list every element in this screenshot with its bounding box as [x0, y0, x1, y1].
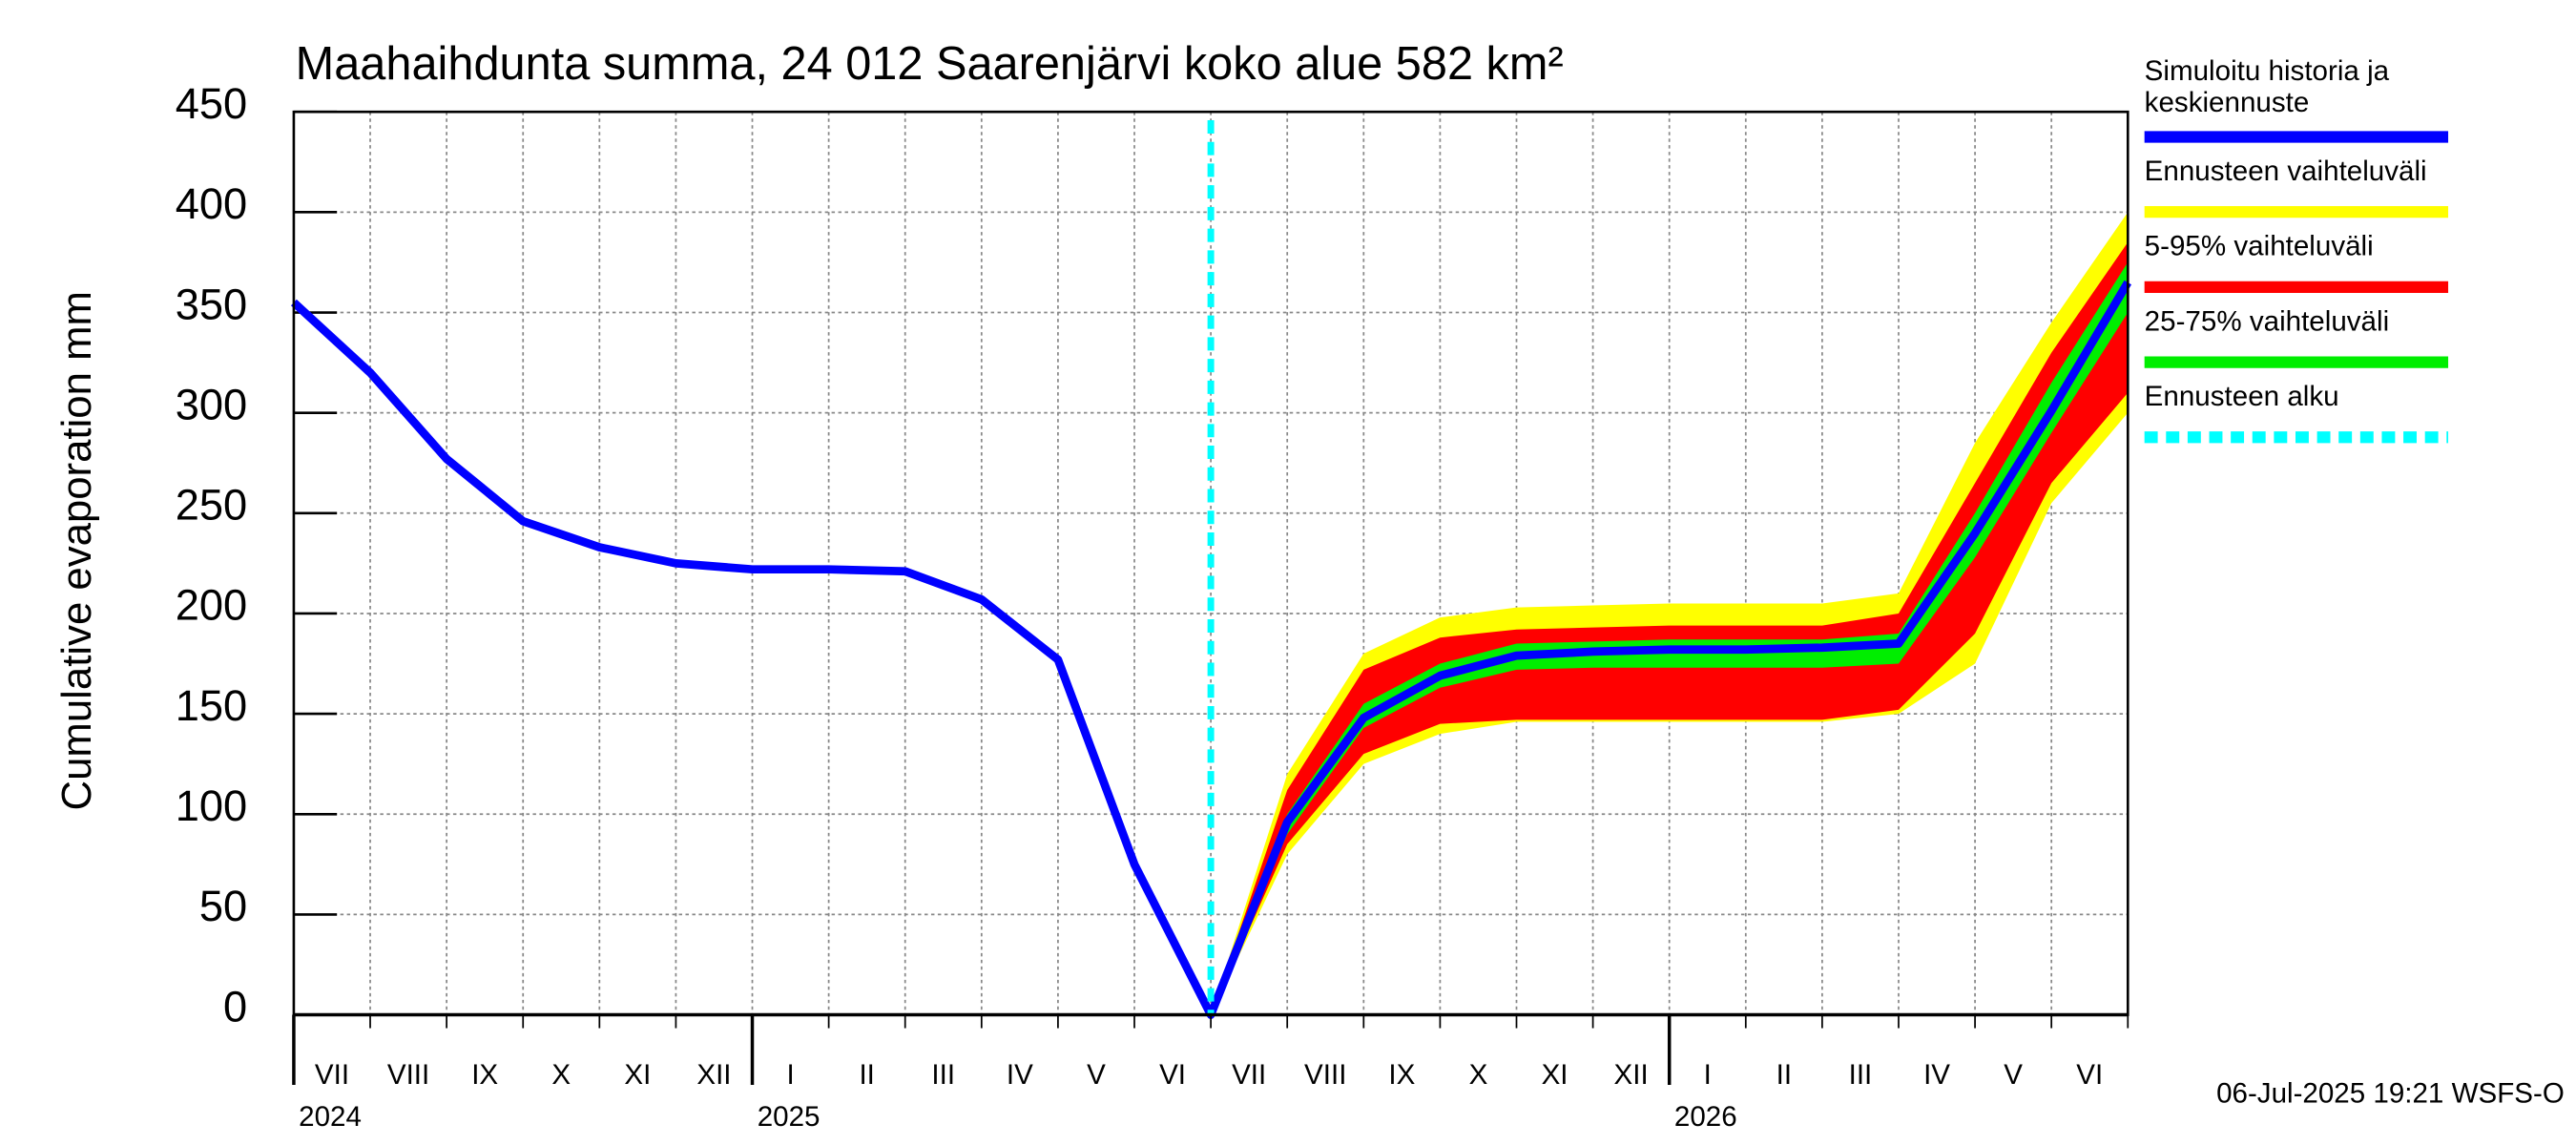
y-tick-label: 450 — [176, 79, 247, 128]
month-label: VI — [1159, 1059, 1186, 1091]
legend-text-box: 5-95% vaihteluväli — [2144, 230, 2374, 262]
month-label: VIII — [1304, 1059, 1346, 1091]
year-label: 2024 — [299, 1101, 362, 1133]
band-area — [1211, 241, 2129, 1015]
y-tick-label: 50 — [199, 882, 247, 930]
month-label: V — [1087, 1059, 1106, 1091]
month-label: XII — [696, 1059, 731, 1091]
chart-title: Maahaihdunta summa, 24 012 Saarenjärvi k… — [296, 38, 1564, 90]
month-label: III — [1849, 1059, 1873, 1091]
month-label: IX — [471, 1059, 498, 1091]
legend-label: 25-75% vaihteluväli — [2144, 305, 2390, 338]
month-label: XII — [1614, 1059, 1649, 1091]
month-label: IX — [1388, 1059, 1415, 1091]
y-tick-label: 200 — [176, 581, 247, 630]
legend-label: 5-95% vaihteluväli — [2144, 230, 2374, 262]
month-label: VIII — [387, 1059, 429, 1091]
month-label: XI — [1542, 1059, 1568, 1091]
month-label: VI — [2076, 1059, 2103, 1091]
month-label: X — [1469, 1059, 1488, 1091]
y-tick-label: 350 — [176, 280, 247, 328]
y-tick-label: 300 — [176, 380, 247, 428]
legend-text-box: Ennusteen alku — [2144, 380, 2339, 413]
year-label: 2026 — [1674, 1101, 1737, 1133]
legend-label: Ennusteen vaihteluväli — [2144, 155, 2427, 187]
legend-text-box: 25-75% vaihteluväli — [2144, 305, 2390, 338]
month-label: X — [551, 1059, 571, 1091]
month-label: VII — [315, 1059, 349, 1091]
month-label: I — [1704, 1059, 1712, 1091]
month-label: IV — [1923, 1059, 1950, 1091]
legend-label: Ennusteen alku — [2144, 380, 2339, 413]
month-label: VII — [1232, 1059, 1266, 1091]
legend-text-box: Ennusteen vaihteluväli — [2144, 155, 2427, 187]
month-label: II — [1776, 1059, 1792, 1091]
y-tick-label: 100 — [176, 781, 247, 830]
timestamp: 06-Jul-2025 19:21 WSFS-O — [2216, 1077, 2565, 1109]
y-tick-label: 150 — [176, 681, 247, 730]
y-tick-label: 400 — [176, 179, 247, 228]
band-area — [1211, 212, 2129, 1015]
month-label: V — [2004, 1059, 2023, 1091]
month-label: IV — [1007, 1059, 1033, 1091]
month-label: XI — [624, 1059, 651, 1091]
legend-label: Simuloitu historia ja keskiennuste — [2144, 54, 2390, 119]
y-axis-label: Cumulative evaporation mm — [54, 291, 100, 810]
y-tick-label: 0 — [223, 982, 247, 1030]
month-label: I — [786, 1059, 794, 1091]
month-label: II — [859, 1059, 874, 1091]
y-tick-label: 250 — [176, 480, 247, 529]
year-label: 2025 — [758, 1101, 821, 1133]
legend-text-box: Simuloitu historia ja keskiennuste — [2144, 54, 2390, 119]
month-label: III — [931, 1059, 955, 1091]
